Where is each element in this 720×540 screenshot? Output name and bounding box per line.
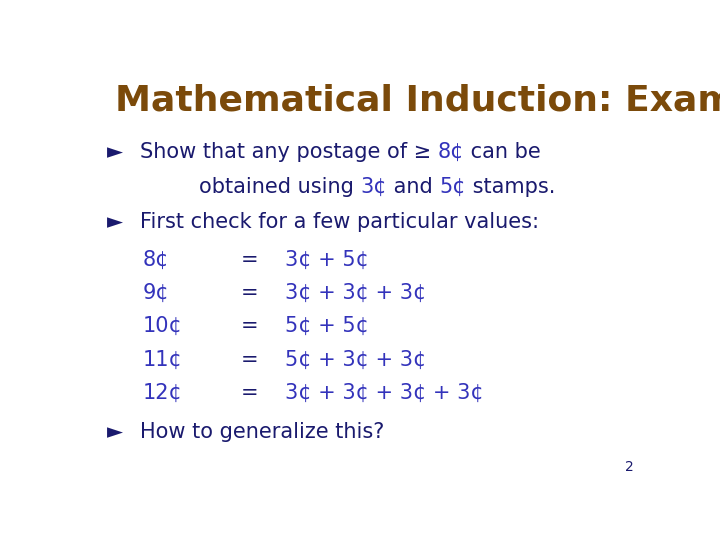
Text: ►: ► [107, 422, 122, 442]
Text: can be: can be [464, 141, 541, 161]
Text: 3¢ + 3¢ + 3¢: 3¢ + 3¢ + 3¢ [285, 283, 426, 303]
Text: 8¢: 8¢ [438, 141, 464, 161]
Text: 3¢ + 5¢: 3¢ + 5¢ [285, 250, 369, 270]
Text: ►: ► [107, 141, 122, 161]
Text: First check for a few particular values:: First check for a few particular values: [140, 212, 539, 232]
Text: 8¢: 8¢ [143, 250, 169, 270]
Text: =: = [240, 349, 258, 369]
Text: =: = [240, 250, 258, 270]
Text: 3¢: 3¢ [360, 177, 387, 197]
Text: =: = [240, 283, 258, 303]
Text: 5¢ + 5¢: 5¢ + 5¢ [285, 316, 369, 336]
Text: stamps.: stamps. [466, 177, 555, 197]
Text: 10¢: 10¢ [143, 316, 183, 336]
Text: How to generalize this?: How to generalize this? [140, 422, 384, 442]
Text: 11¢: 11¢ [143, 349, 183, 369]
Text: ►: ► [107, 212, 122, 232]
Text: Show that any postage of ≥: Show that any postage of ≥ [140, 141, 438, 161]
Text: 5¢: 5¢ [439, 177, 466, 197]
Text: 2: 2 [625, 461, 634, 474]
Text: 12¢: 12¢ [143, 383, 183, 403]
Text: 9¢: 9¢ [143, 283, 170, 303]
Text: 3¢ + 3¢ + 3¢ + 3¢: 3¢ + 3¢ + 3¢ + 3¢ [285, 383, 484, 403]
Text: Mathematical Induction: Example: Mathematical Induction: Example [115, 84, 720, 118]
Text: obtained using: obtained using [199, 177, 360, 197]
Text: 5¢ + 3¢ + 3¢: 5¢ + 3¢ + 3¢ [285, 349, 426, 369]
Text: and: and [387, 177, 439, 197]
Text: =: = [240, 383, 258, 403]
Text: =: = [240, 316, 258, 336]
